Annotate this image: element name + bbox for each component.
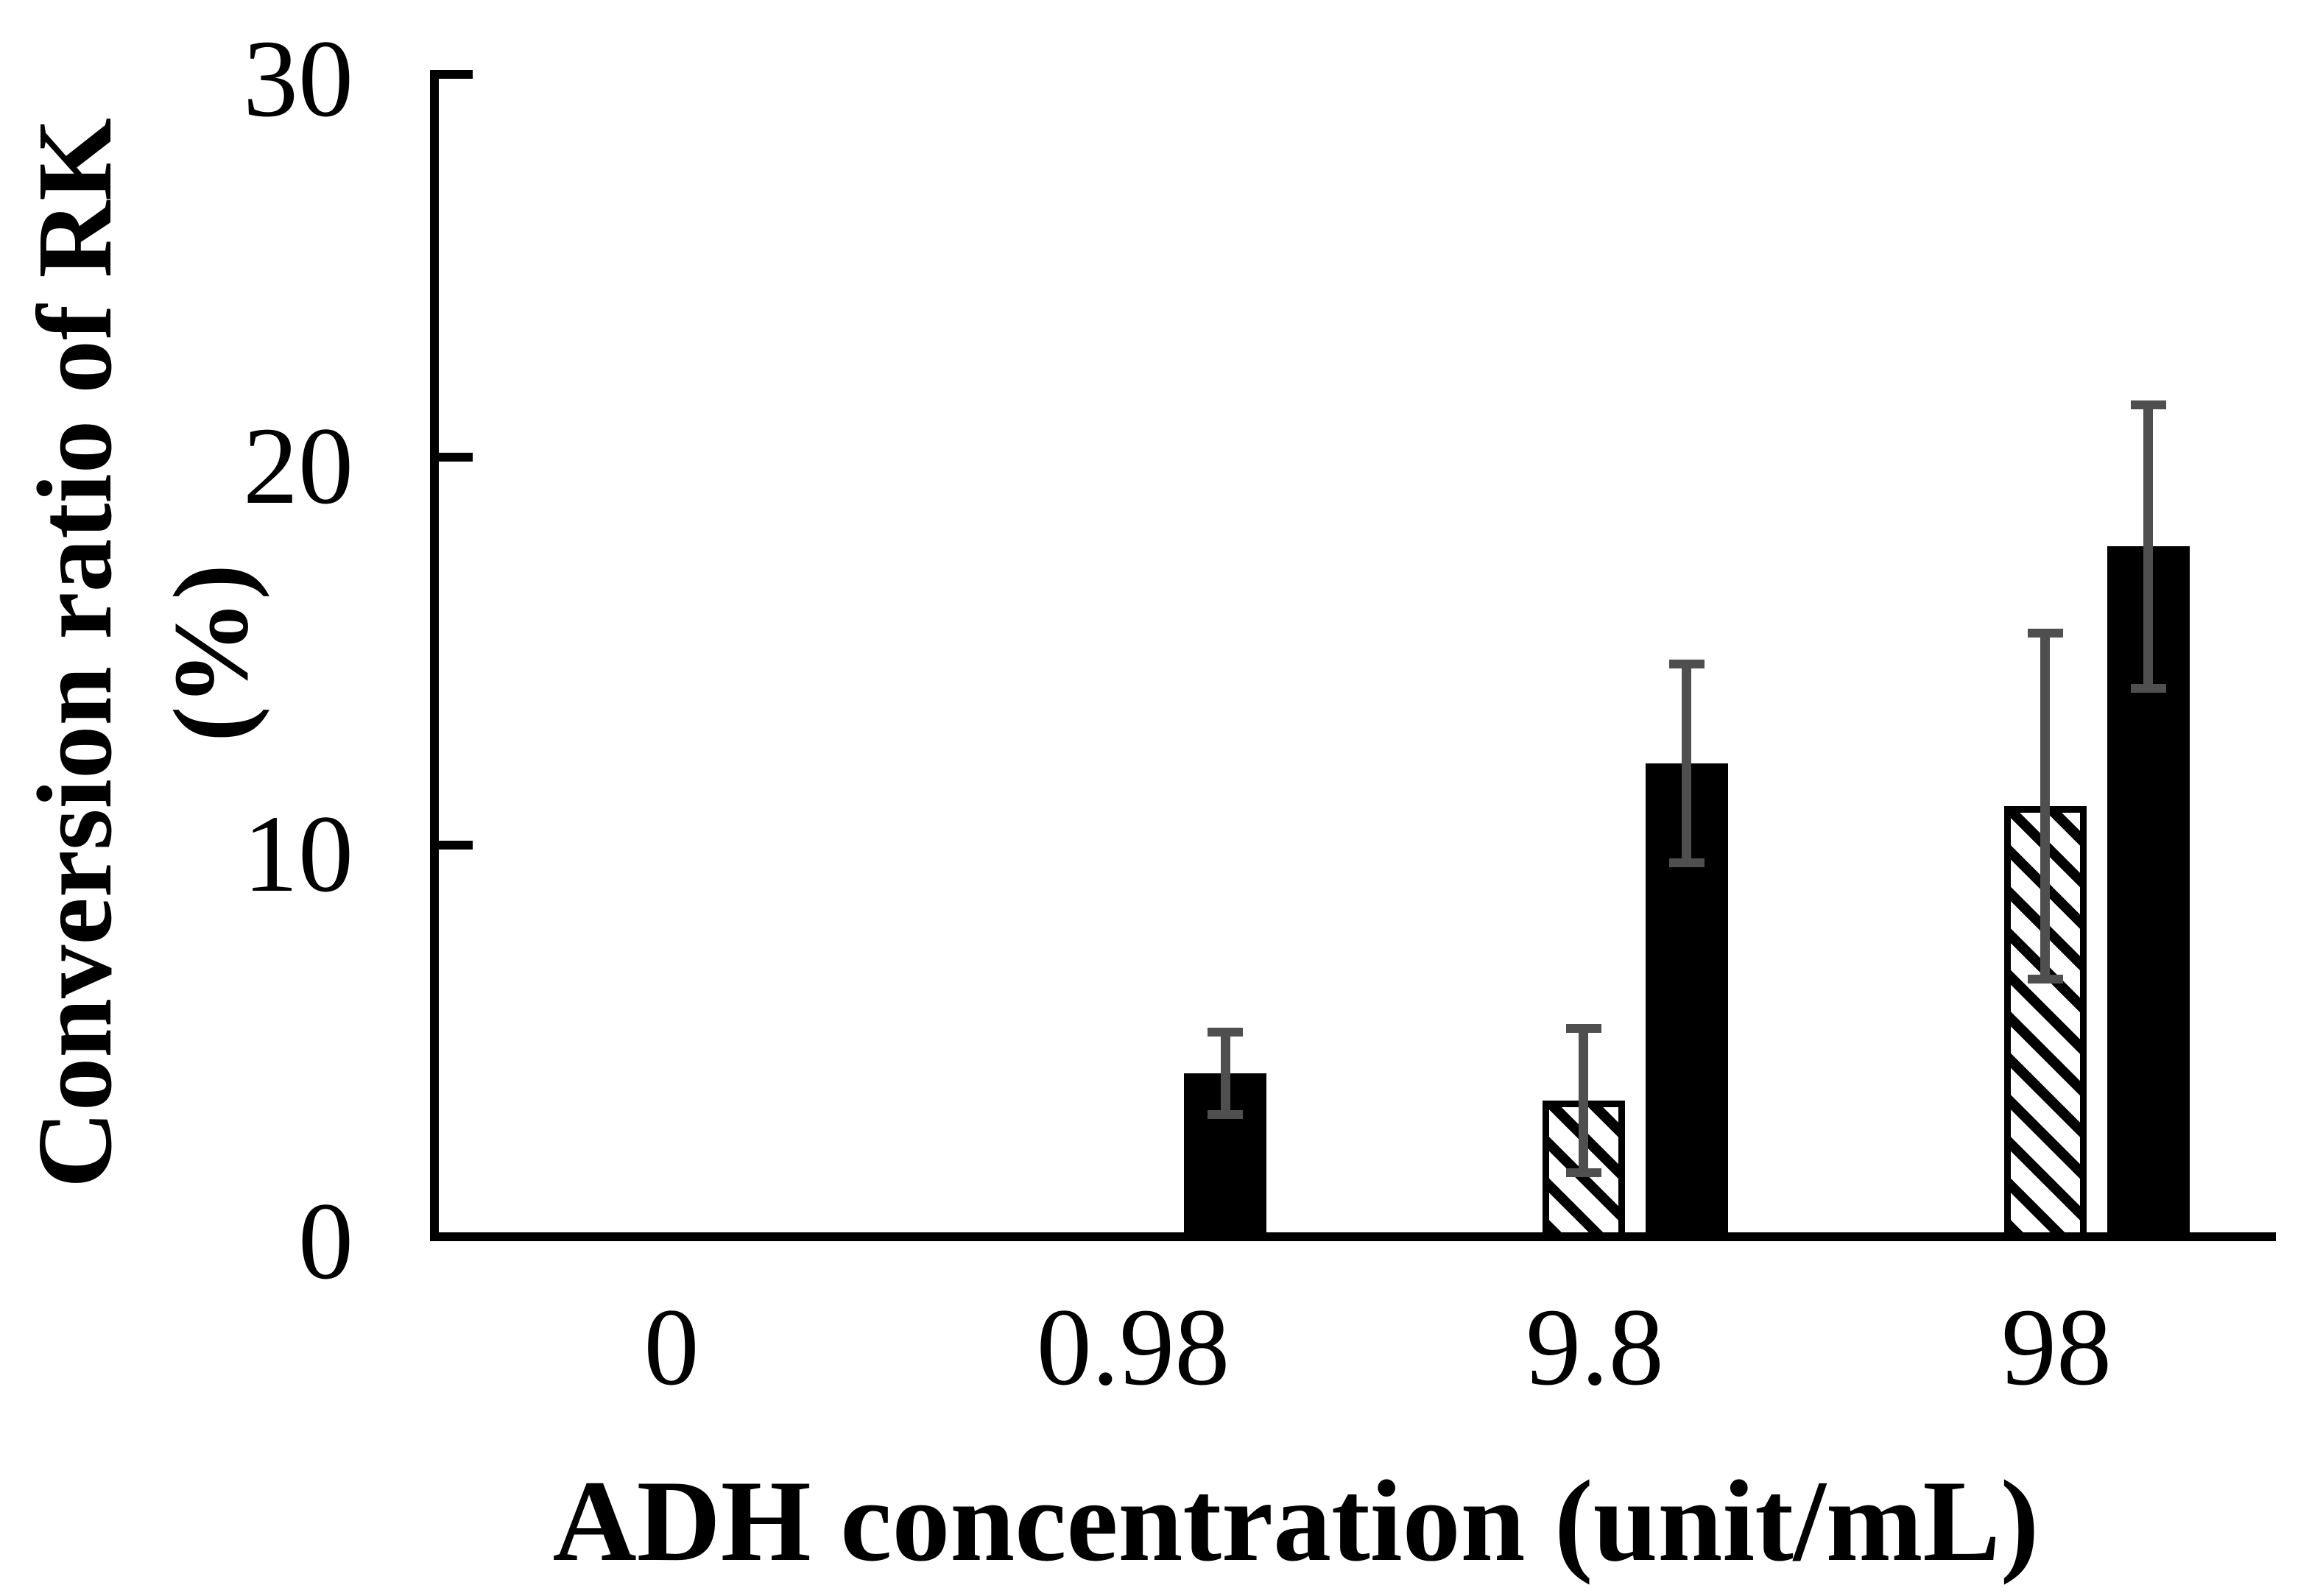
y-tick-mark-10	[439, 841, 473, 850]
y-axis-line	[430, 70, 439, 1241]
error-bar-cap-top-9.8	[1566, 1024, 1601, 1033]
error-bar-stem-98	[2040, 632, 2050, 981]
x-tick-label-98: 98	[2001, 1286, 2112, 1408]
error-bar-stem-98	[2143, 403, 2153, 690]
error-bar-cap-top-98	[2028, 629, 2063, 638]
y-axis-title: Conversion ratio of RK (%)	[7, 118, 280, 1188]
y-tick-label-10: 10	[243, 793, 353, 915]
error-bar-cap-bottom-98	[2131, 684, 2166, 693]
error-bar-cap-top-9.8	[1669, 660, 1705, 668]
y-axis-title-line1: Conversion ratio of RK	[16, 118, 134, 1188]
y-tick-mark-30	[439, 70, 473, 79]
error-bar-stem-0.98	[1221, 1031, 1230, 1116]
x-axis-title: ADH concentration (unit/mL)	[552, 1457, 2040, 1586]
y-tick-label-30: 30	[243, 18, 353, 140]
error-bar-cap-bottom-9.8	[1566, 1168, 1601, 1177]
x-tick-label-0.98: 0.98	[1036, 1286, 1230, 1408]
error-bar-cap-top-98	[2131, 400, 2166, 409]
y-tick-label-20: 20	[243, 405, 353, 527]
error-bar-stem-9.8	[1682, 663, 1691, 864]
y-tick-label-0: 0	[298, 1180, 353, 1302]
error-bar-stem-9.8	[1579, 1027, 1588, 1174]
x-axis-line	[430, 1232, 2276, 1241]
y-axis-title-line2: (%)	[152, 564, 270, 742]
y-tick-mark-20	[439, 453, 473, 462]
error-bar-cap-bottom-98	[2028, 975, 2063, 984]
x-tick-label-9.8: 9.8	[1526, 1286, 1664, 1408]
error-bar-cap-bottom-0.98	[1208, 1110, 1243, 1119]
error-bar-cap-bottom-9.8	[1669, 858, 1705, 867]
x-tick-label-0: 0	[644, 1286, 699, 1408]
error-bar-cap-top-0.98	[1208, 1028, 1243, 1037]
